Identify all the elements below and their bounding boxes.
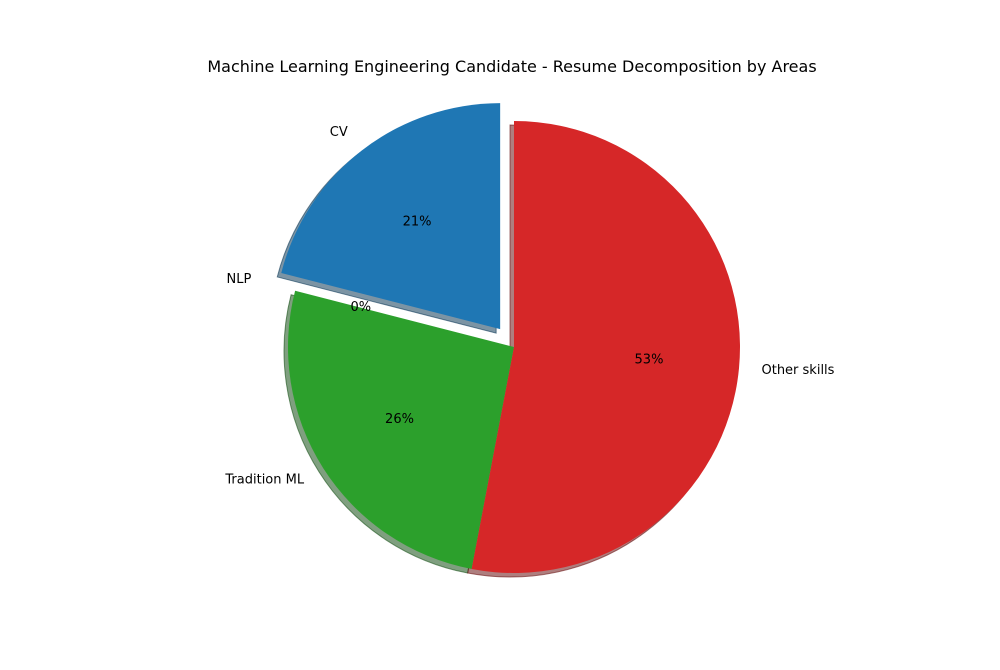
slice-label-other-skills: Other skills xyxy=(761,363,834,378)
slice-label-cv: CV xyxy=(330,125,348,140)
slice-pct-nlp: 0% xyxy=(350,300,371,315)
pie-slice-tradition-ml xyxy=(288,290,514,569)
pie-wedges xyxy=(281,103,740,573)
chart-title: Machine Learning Engineering Candidate -… xyxy=(207,57,816,76)
pie-slice-other-skills xyxy=(471,121,740,573)
slice-label-nlp: NLP xyxy=(227,272,252,287)
slice-labels: CV 21% NLP 0% Tradition ML 26% Other skills 53% xyxy=(224,125,834,487)
slice-label-tradition-ml: Tradition ML xyxy=(224,473,304,488)
slice-pct-other-skills: 53% xyxy=(635,352,664,367)
slice-pct-cv: 21% xyxy=(403,214,432,229)
slice-pct-tradition-ml: 26% xyxy=(385,412,414,427)
pie-slice-cv xyxy=(281,103,501,330)
